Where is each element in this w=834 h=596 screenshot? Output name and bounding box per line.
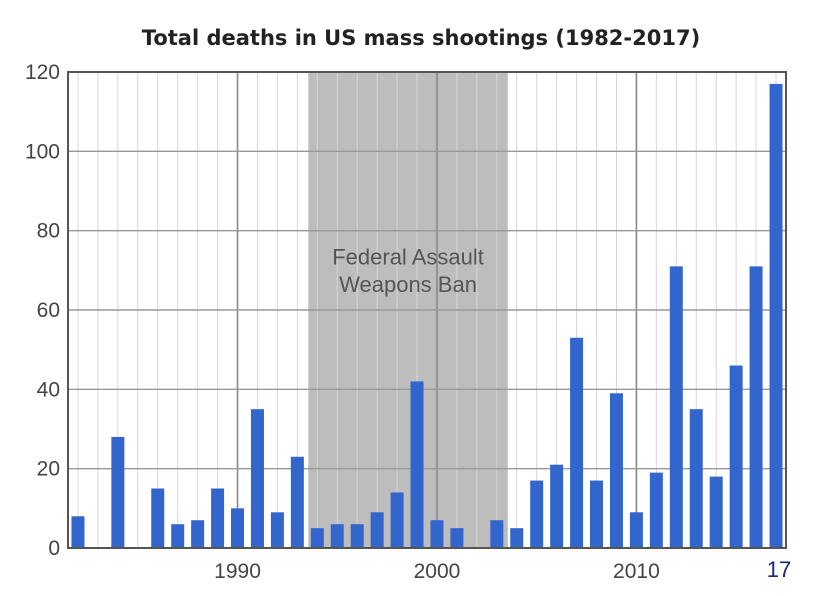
corner-label: 17	[767, 557, 791, 582]
bar-1991	[250, 409, 264, 548]
bar-1989	[211, 488, 225, 548]
bar-1999	[410, 381, 424, 548]
bar-2001	[450, 528, 464, 548]
chart-title: Total deaths in US mass shootings (1982-…	[142, 26, 700, 50]
ban-region-label-line-2: Weapons Ban	[339, 272, 477, 297]
y-tick-label: 0	[48, 537, 60, 560]
bar-2003	[490, 520, 504, 548]
bar-2007	[570, 337, 584, 548]
bar-1990	[231, 508, 245, 548]
bars	[71, 83, 783, 549]
bar-2012	[669, 266, 683, 548]
y-tick-label: 80	[37, 220, 60, 243]
bar-1994	[310, 528, 324, 548]
bar-1992	[270, 512, 284, 548]
x-tick-label: 2010	[613, 560, 660, 583]
bar-1986	[151, 488, 165, 548]
bar-1993	[290, 456, 304, 548]
bar-2014	[709, 476, 723, 548]
bar-1998	[390, 492, 404, 548]
bar-2009	[609, 393, 623, 548]
bar-1995	[330, 524, 344, 548]
bar-1982	[71, 516, 85, 548]
bar-2005	[530, 480, 544, 548]
y-axis-ticks: 0 20 40 60 80 100 120	[25, 61, 60, 560]
bar-2010	[629, 512, 643, 548]
bar-1996	[350, 524, 364, 548]
bar-2017	[769, 83, 783, 549]
bar-2006	[550, 464, 564, 548]
y-tick-label: 100	[25, 140, 60, 163]
x-tick-label: 1990	[214, 560, 261, 583]
y-tick-label: 40	[37, 378, 60, 401]
bar-2004	[510, 528, 524, 548]
bar-2011	[649, 472, 663, 548]
y-tick-label: 120	[25, 61, 60, 84]
y-tick-label: 20	[37, 458, 60, 481]
bar-2000	[430, 520, 444, 548]
x-tick-label: 2000	[414, 560, 461, 583]
bar-1987	[171, 524, 185, 548]
bar-2013	[689, 409, 703, 548]
bar-2008	[590, 480, 604, 548]
x-axis-ticks: 1990 2000 2010	[214, 560, 660, 583]
bar-1984	[111, 436, 125, 548]
y-tick-label: 60	[37, 299, 60, 322]
bar-1988	[191, 520, 205, 548]
bar-1997	[370, 512, 384, 548]
bar-2016	[749, 266, 763, 548]
bar-2015	[729, 365, 743, 548]
ban-region-label-line-1: Federal Assault	[332, 244, 484, 269]
plot-frame	[67, 71, 787, 549]
